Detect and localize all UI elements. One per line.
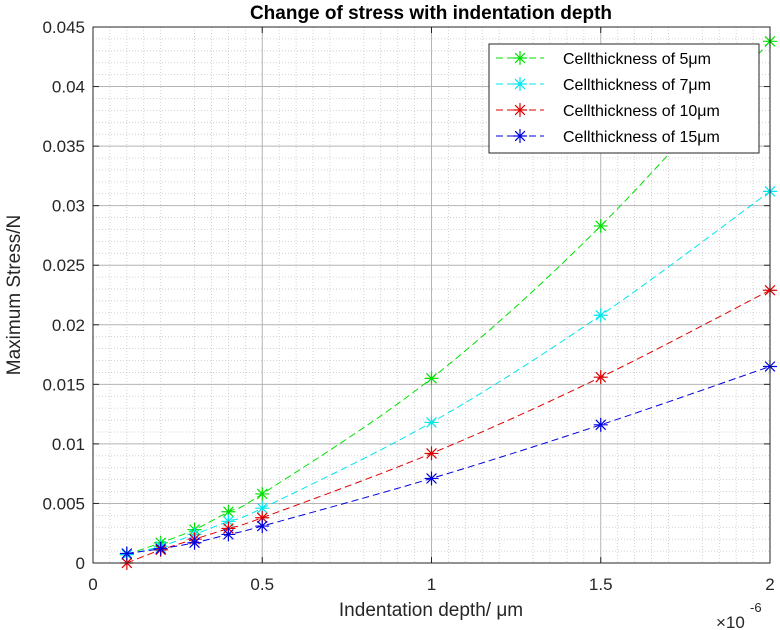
data-point <box>593 308 608 323</box>
y-tick-label: 0.02 <box>52 316 85 335</box>
y-tick-label: 0 <box>76 554 85 573</box>
y-axis-title: Maximum Stress/N <box>4 215 25 375</box>
x-exponent-power: -6 <box>750 600 762 615</box>
y-tick-label: 0.045 <box>42 18 85 37</box>
data-point <box>593 370 608 385</box>
legend-marker <box>512 102 528 118</box>
x-tick-label: 0.5 <box>250 575 274 594</box>
data-point <box>424 415 439 430</box>
data-point <box>255 518 270 534</box>
data-point <box>424 446 439 461</box>
legend-marker <box>512 76 528 92</box>
x-exponent-base: ×10 <box>716 613 745 630</box>
axis-ticks: 0 0.5 1 1.5 2 0 0.005 0.01 0.015 0.02 0.025 0.03 0.0… <box>42 18 774 594</box>
data-point <box>593 218 608 234</box>
data-point <box>187 535 202 550</box>
legend-label: Cellthickness of 5μm <box>563 51 711 68</box>
legend-label: Cellthickness of 15μm <box>563 129 720 146</box>
y-tick-label: 0.005 <box>42 494 85 513</box>
series-4 <box>119 359 778 561</box>
legend: Cellthickness of 5μm Cellthickness of 7μm… <box>488 43 760 154</box>
y-tick-label: 0.035 <box>42 137 85 156</box>
y-tick-label: 0.025 <box>42 256 85 275</box>
series-line <box>126 40 771 556</box>
y-tick-label: 0.03 <box>52 197 85 216</box>
chart-title: Change of stress with indentation depth <box>250 3 612 24</box>
data-point <box>593 417 608 432</box>
y-tick-label: 0.015 <box>42 375 85 394</box>
legend-entry-1: Cellthickness of 5μm <box>496 50 711 68</box>
x-tick-label: 0 <box>88 575 97 594</box>
legend-entry-3: Cellthickness of 10μm <box>496 102 720 120</box>
legend-label: Cellthickness of 7μm <box>563 77 711 94</box>
data-point <box>221 527 236 542</box>
x-tick-label: 1 <box>427 575 436 594</box>
x-tick-label: 2 <box>765 575 774 594</box>
legend-label: Cellthickness of 10μm <box>563 103 720 120</box>
legend-entry-2: Cellthickness of 7μm <box>496 76 711 94</box>
x-exponent: ×10 -6 <box>716 600 762 630</box>
y-tick-label: 0.04 <box>52 78 85 97</box>
data-point <box>221 504 236 519</box>
legend-entry-4: Cellthickness of 15μm <box>496 128 720 146</box>
x-tick-label: 1.5 <box>589 575 613 594</box>
data-point <box>255 486 270 502</box>
y-tick-label: 0.01 <box>52 435 85 454</box>
data-point <box>424 371 439 386</box>
data-point <box>153 541 168 556</box>
series-line <box>126 365 771 554</box>
x-axis-title: Indentation depth/ μm <box>339 600 523 621</box>
data-point <box>119 546 134 561</box>
legend-marker <box>512 50 528 66</box>
legend-box <box>488 43 760 154</box>
legend-marker <box>512 128 528 144</box>
data-point <box>424 471 439 486</box>
series-layer <box>119 34 778 571</box>
